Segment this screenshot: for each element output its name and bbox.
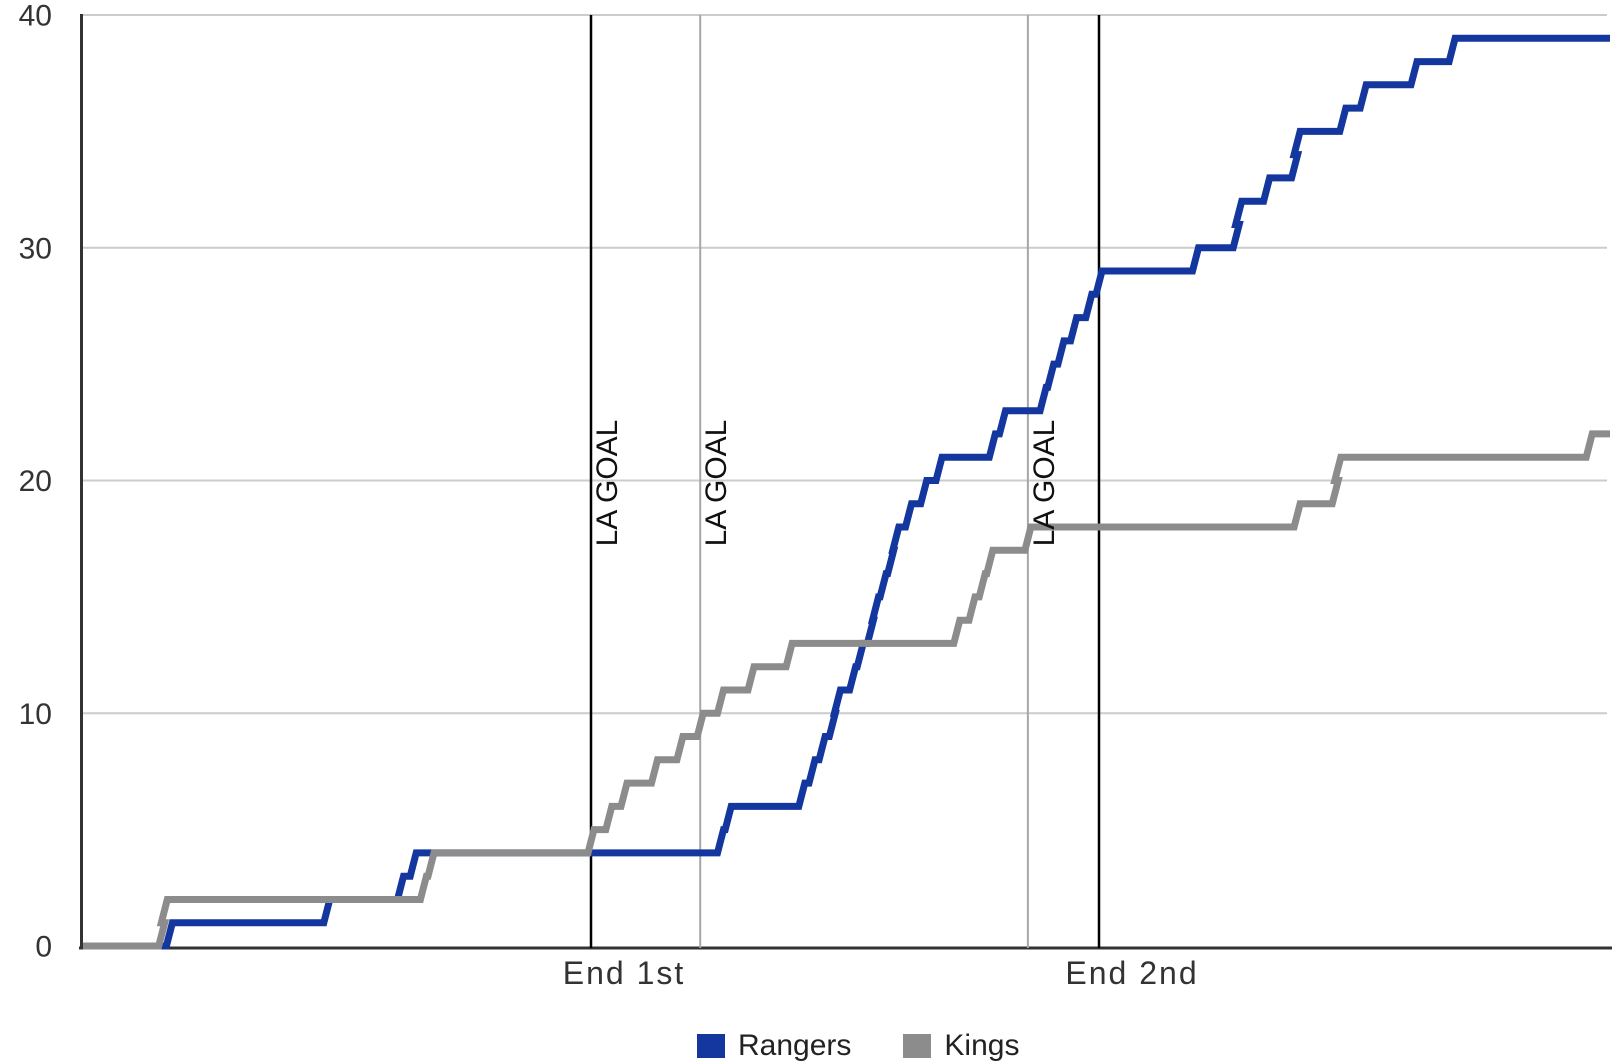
legend-item-rangers: Rangers (697, 1031, 851, 1061)
x-axis-tick-label: End 1st (563, 955, 686, 991)
legend-item-kings: Kings (903, 1031, 1019, 1061)
y-axis-tick-label: 30 (19, 232, 52, 265)
legend-label-kings: Kings (944, 1029, 1020, 1062)
rangers-series-line (83, 34, 1610, 950)
la-goal-annotation-label: LA GOAL (1028, 420, 1061, 547)
la-goal-annotation-label: LA GOAL (591, 420, 624, 547)
y-axis-tick-label: 0 (35, 931, 52, 964)
x-axis-tick-label: End 2nd (1065, 955, 1198, 991)
rangers-swatch-icon (697, 1034, 725, 1058)
y-axis-tick-label: 10 (19, 698, 52, 731)
y-axis-tick-label: 40 (19, 0, 52, 33)
kings-series-line (83, 430, 1610, 950)
legend-label-rangers: Rangers (738, 1029, 852, 1062)
kings-swatch-icon (903, 1034, 932, 1058)
y-axis-tick-label: 20 (19, 465, 52, 498)
legend: Rangers Kings (697, 1031, 1019, 1061)
la-goal-annotation-label: LA GOAL (700, 420, 733, 547)
